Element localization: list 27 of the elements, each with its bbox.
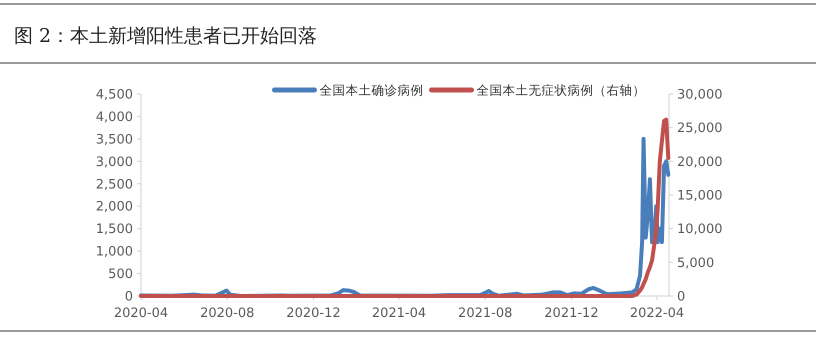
y-tick-label: 3,500 — [96, 132, 133, 148]
y-tick-label: 4,000 — [96, 110, 133, 125]
legend-label: 全国本土确诊病例 — [320, 82, 424, 98]
y-tick-label: 1,000 — [96, 244, 133, 260]
y-tick-label: 2,000 — [96, 200, 133, 215]
y2-tick-label: 25,000 — [677, 121, 722, 136]
x-tick-label: 2021-04 — [372, 306, 426, 321]
y-tick-label: 3,000 — [96, 154, 133, 170]
x-tick-label: 2021-08 — [458, 306, 512, 321]
y-tick-label: 1,500 — [96, 222, 133, 238]
y-tick-label: 500 — [108, 267, 133, 282]
y-tick-label: 4,500 — [96, 88, 133, 102]
legend-label: 全国本土无症状病例（右轴） — [476, 82, 646, 98]
y2-tick-label: 10,000 — [677, 222, 722, 238]
x-tick-label: 2020-04 — [114, 306, 168, 321]
y2-tick-label: 30,000 — [677, 88, 722, 102]
y-tick-label: 0 — [124, 290, 133, 304]
x-tick-label: 2021-12 — [544, 306, 599, 321]
y2-tick-label: 5,000 — [677, 256, 714, 271]
x-tick-label: 2020-08 — [200, 306, 254, 321]
y2-tick-label: 20,000 — [677, 154, 722, 170]
y-tick-label: 2,500 — [96, 177, 133, 192]
x-tick-label: 2020-12 — [286, 306, 341, 321]
x-tick-label: 2022-04 — [630, 306, 684, 321]
y2-tick-label: 15,000 — [677, 188, 722, 204]
chart-title: 图 2：本土新增阳性患者已开始回落 — [14, 25, 318, 47]
y2-tick-label: 0 — [677, 290, 686, 304]
